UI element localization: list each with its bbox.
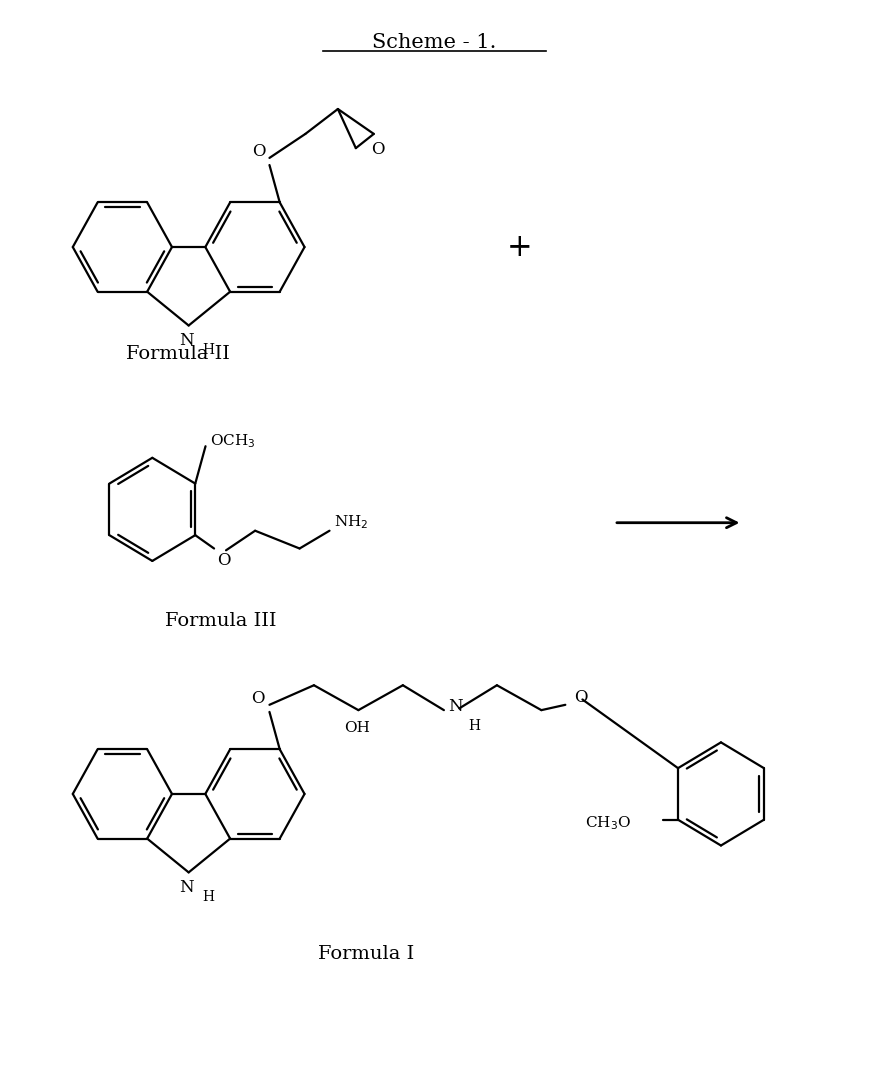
Text: H: H xyxy=(202,890,215,904)
Text: N: N xyxy=(179,879,194,896)
Text: CH$_3$O: CH$_3$O xyxy=(585,814,631,832)
Text: N: N xyxy=(179,332,194,349)
Text: OCH$_3$: OCH$_3$ xyxy=(209,432,255,450)
Text: O: O xyxy=(251,690,264,707)
Text: Scheme - 1.: Scheme - 1. xyxy=(372,34,497,52)
Text: NH$_2$: NH$_2$ xyxy=(334,513,368,531)
Text: +: + xyxy=(507,231,533,263)
Text: O: O xyxy=(371,142,385,159)
Text: Formula II: Formula II xyxy=(126,345,230,363)
Text: O: O xyxy=(253,143,266,160)
Text: H: H xyxy=(202,344,215,358)
Text: O: O xyxy=(574,690,587,706)
Text: OH: OH xyxy=(344,721,369,735)
Text: O: O xyxy=(216,552,230,569)
Text: Formula I: Formula I xyxy=(318,945,415,963)
Text: H: H xyxy=(468,719,480,733)
Text: N: N xyxy=(448,698,463,716)
Text: Formula III: Formula III xyxy=(165,612,276,629)
